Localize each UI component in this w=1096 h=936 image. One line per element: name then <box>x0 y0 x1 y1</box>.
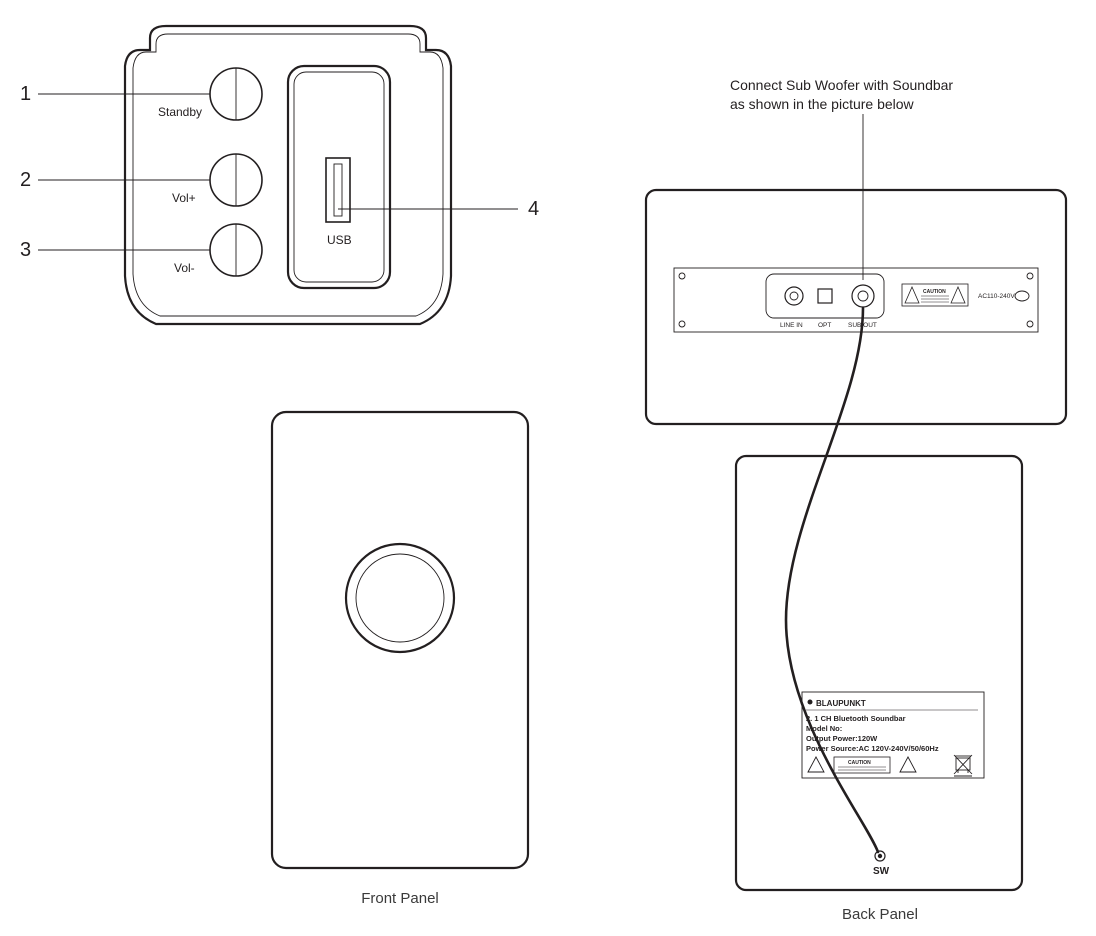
ac-cord-grommet <box>1015 291 1029 301</box>
subwoofer-caution-box: CAUTION <box>834 757 890 773</box>
weee-bin-icon <box>954 755 972 776</box>
warning-triangle-1-icon <box>808 757 824 772</box>
callout-1-num: 1 <box>20 83 31 105</box>
soundbar-caution-label: CAUTION <box>902 284 968 306</box>
svg-text:CAUTION: CAUTION <box>848 760 871 766</box>
front-panel-caption: Front Panel <box>330 890 470 907</box>
connection-cable <box>786 308 878 852</box>
brand-label: BLAUPUNKT <box>816 699 866 708</box>
standby-label: Standby <box>158 105 202 119</box>
sub-out-jack <box>852 285 874 307</box>
sw-label: SW <box>873 866 890 877</box>
callout-4-num: 4 <box>528 198 539 220</box>
back-panel-diagram: LINE IN OPT SUB OUT CAUTION AC110-240V B… <box>616 100 1096 920</box>
usb-port <box>326 158 350 222</box>
front-panel-diagram <box>260 400 540 900</box>
sub-line-0: 2. 1 CH Bluetooth Soundbar <box>806 714 906 723</box>
subwoofer-driver-outer <box>346 544 454 652</box>
subwoofer-back-outline <box>736 456 1022 890</box>
usb-recess <box>288 66 390 288</box>
vol-up-knob <box>210 154 262 206</box>
line-in-jack <box>785 287 803 305</box>
usb-label: USB <box>327 233 352 247</box>
warning-triangle-2-icon <box>900 757 916 772</box>
svg-text:CAUTION: CAUTION <box>923 289 946 295</box>
opt-label: OPT <box>818 322 831 329</box>
top-panel-diagram: 1 2 3 4 Standby Vol+ Vol- USB <box>0 0 560 360</box>
subwoofer-driver-inner <box>356 554 444 642</box>
standby-knob <box>210 68 262 120</box>
subwoofer-front-outline <box>272 412 528 868</box>
line-in-label: LINE IN <box>780 322 803 329</box>
callout-3-num: 3 <box>20 239 31 261</box>
vol-down-label: Vol- <box>174 261 195 275</box>
sub-line-3: Power Source:AC 120V-240V/50/60Hz <box>806 744 939 753</box>
opt-jack <box>818 289 832 303</box>
soundbar-back-outline <box>646 190 1066 424</box>
vol-up-label: Vol+ <box>172 191 196 205</box>
back-panel-caption: Back Panel <box>810 906 950 923</box>
callout-2-num: 2 <box>20 169 31 191</box>
ac-label: AC110-240V <box>978 293 1015 300</box>
connection-line1: Connect Sub Woofer with Soundbar <box>730 76 953 95</box>
vol-down-knob <box>210 224 262 276</box>
soundbar-connector-plate: LINE IN OPT SUB OUT CAUTION AC110-240V <box>674 268 1038 332</box>
